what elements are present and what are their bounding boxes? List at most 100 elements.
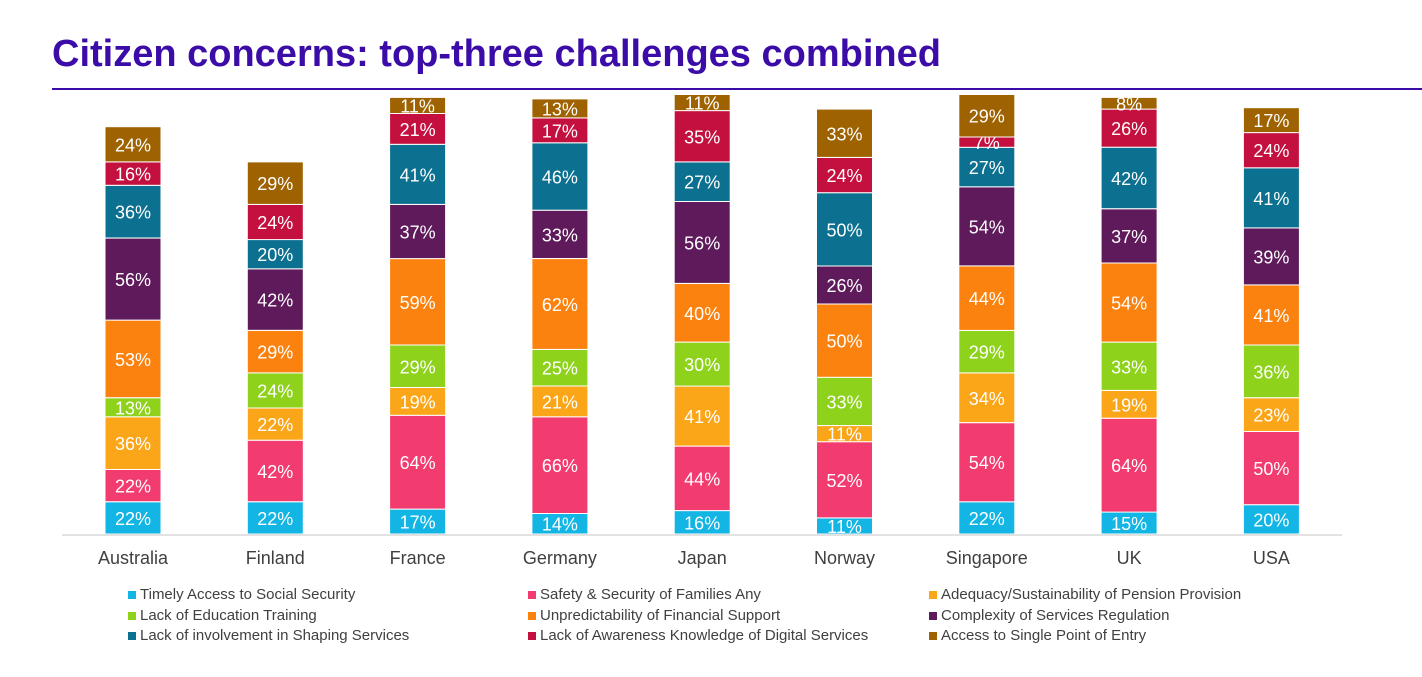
bar-segment-australia-1 [104,469,162,503]
data-label: 24% [115,135,151,155]
x-tick-label: Germany [523,548,597,568]
data-label: 11% [827,517,862,537]
data-label: 17% [1253,111,1289,131]
data-label: 42% [1111,169,1147,189]
data-label: 56% [684,234,720,254]
data-label: 20% [1253,510,1289,530]
bar-segment-norway-5 [816,265,873,305]
stacked-bar-chart: 22% 22% 36% 13% 53% 56% 36% 16% 24% 22% 42% 22% 24% 2… [62,94,1342,568]
data-label: 15% [1111,514,1147,534]
data-label: 29% [257,343,293,363]
bar-segment-usa-7 [1242,132,1300,169]
x-tick-label: USA [1253,548,1290,568]
data-label: 29% [400,357,436,377]
bar-segment-france-1 [389,414,447,510]
bar-segment-australia-8 [104,126,162,163]
data-label: 56% [115,270,151,290]
bar-segment-australia-6 [104,184,162,239]
data-label: 29% [969,343,1005,363]
bar-segment-japan-6 [673,161,731,202]
x-tick-labels: Australia Finland France Germany Japan Norway… [98,548,1290,568]
data-label: 29% [257,174,293,194]
data-label: 44% [969,289,1005,309]
data-label: 8% [1116,94,1142,114]
data-label: 37% [1111,227,1147,247]
bar-segment-uk-8 [1100,96,1158,110]
data-label: 52% [826,471,862,491]
data-label: 46% [542,168,578,188]
data-label: 33% [542,225,578,245]
x-tick-label: Norway [814,548,875,568]
bar-segment-usa-5 [1242,227,1300,286]
legend-swatch [128,631,136,640]
bar-segment-japan-4 [673,283,731,343]
data-label: 50% [1253,459,1289,479]
x-tick-label: UK [1117,548,1142,568]
bar-segment-uk-1 [1100,417,1158,513]
bar-segment-finland-5 [246,268,304,331]
data-label: 27% [969,158,1005,178]
bar-segment-france-0 [389,508,447,535]
bar-segment-japan-5 [673,200,731,284]
data-label: 36% [1253,362,1289,382]
data-label: 50% [826,332,862,352]
legend-label: Lack of Awareness Knowledge of Digital S… [540,627,869,644]
bar-segment-usa-8 [1242,107,1300,134]
data-label: 26% [826,276,862,296]
data-label: 54% [969,453,1005,473]
data-label: 21% [400,120,436,140]
bar-segment-japan-8 [673,94,731,112]
bar-segment-usa-0 [1242,504,1300,535]
legend-label: Adequacy/Sustainability of Pension Provi… [941,586,1242,603]
bar-segment-uk-2 [1100,389,1158,419]
bar-segment-norway-4 [816,303,873,378]
data-label: 13% [542,99,578,119]
chart-title: Citizen concerns: top-three challenges c… [52,33,941,75]
legend-label: Unpredictability of Financial Support [540,607,781,624]
data-label: 34% [969,389,1005,409]
title-underline [52,88,1422,90]
bar-segment-germany-3 [531,348,589,387]
legend-item: Safety & Security of Families Any [528,586,761,603]
bar-segment-france-6 [389,143,447,205]
bar-segment-australia-2 [104,416,162,470]
data-label: 14% [542,515,578,535]
legend-item: Lack of Awareness Knowledge of Digital S… [528,627,868,644]
data-label: 23% [1253,406,1289,426]
data-label: 64% [1111,456,1147,476]
data-label: 26% [1111,119,1147,139]
data-label: 33% [1111,357,1147,377]
legend-label: Lack of Education Training [140,607,317,624]
data-label: 24% [826,166,862,186]
bar-segment-finland-8 [246,161,304,205]
bar-segment-japan-1 [673,445,731,512]
x-tick-label: Finland [246,548,305,568]
legend-swatch [528,590,536,599]
legend-item: Complexity of Services Regulation [929,607,1169,624]
data-label: 19% [400,392,436,412]
data-label: 30% [684,355,720,375]
bar-segment-australia-4 [104,319,162,399]
legend-swatch [929,611,937,620]
data-label: 54% [1111,294,1147,314]
legend-swatch [929,631,937,640]
data-label: 53% [115,350,151,370]
bar-segment-germany-8 [531,98,589,119]
bar-segment-australia-5 [104,237,162,321]
bar-segment-uk-3 [1100,341,1158,391]
data-label: 62% [542,295,578,315]
bar-segment-japan-3 [673,341,731,387]
data-label: 36% [115,203,151,223]
data-label: 19% [1111,395,1147,415]
data-label: 41% [1253,306,1289,326]
data-label: 7% [974,133,1000,153]
data-label: 21% [542,392,578,412]
bar-segment-usa-3 [1242,344,1300,399]
bar-segment-finland-1 [246,439,304,503]
bar-segment-uk-6 [1100,146,1158,210]
bar-segment-germany-7 [531,117,589,144]
legend-item: Lack of Education Training [128,607,317,624]
data-label: 17% [400,513,436,533]
data-label: 24% [257,213,293,233]
legend-swatch [929,590,937,599]
